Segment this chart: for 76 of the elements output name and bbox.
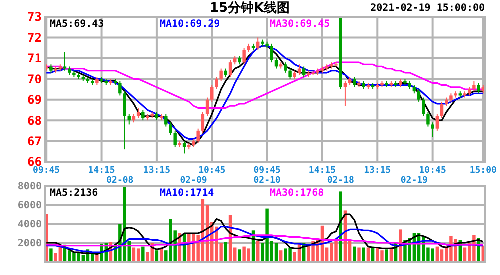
candlestick bbox=[136, 108, 140, 119]
x-tick-label: 15:00 bbox=[470, 166, 497, 176]
candlestick bbox=[215, 76, 218, 90]
text: MA30:69.45 bbox=[270, 19, 330, 30]
y-tick-label: 8000 bbox=[18, 182, 42, 192]
y-tick-label: 73 bbox=[28, 10, 42, 24]
text: 2021-02-19 15:00:00 bbox=[370, 3, 485, 14]
candlestick bbox=[182, 140, 186, 154]
candlestick bbox=[302, 66, 306, 78]
candlestick bbox=[270, 43, 274, 64]
y-tick-label: 72 bbox=[28, 30, 42, 45]
x-tick-label: 14:15 bbox=[88, 166, 116, 176]
candlestick bbox=[422, 97, 426, 117]
y-tick-label: 70 bbox=[28, 72, 42, 86]
x-tick-label: 09:45 02-10 bbox=[254, 166, 281, 186]
candlestick bbox=[201, 112, 205, 134]
x-tick-label: 02-19 bbox=[400, 176, 428, 186]
bar bbox=[353, 246, 356, 262]
y-tick-label: 2000 bbox=[18, 238, 42, 250]
candlestick bbox=[174, 130, 177, 148]
candlestick bbox=[477, 82, 480, 94]
bar bbox=[50, 248, 53, 262]
x-tick-label: 10:45 bbox=[419, 166, 446, 176]
candlestick bbox=[128, 114, 131, 126]
candlestick bbox=[169, 122, 172, 136]
bar bbox=[142, 246, 145, 262]
y-tick-label: 71 bbox=[28, 52, 42, 66]
candlestick bbox=[242, 48, 246, 66]
x-tick-label: 13:15 bbox=[143, 166, 170, 176]
text: MA5:2136 bbox=[50, 188, 98, 199]
candlestick bbox=[440, 101, 444, 119]
x-tick-label: 10:45 bbox=[198, 166, 226, 176]
candlestick bbox=[417, 89, 421, 102]
candlestick bbox=[288, 68, 292, 80]
candlestick bbox=[142, 110, 145, 122]
candlestick bbox=[123, 91, 126, 150]
y-tick-label: 6000 bbox=[18, 200, 42, 212]
line-series bbox=[46, 214, 484, 256]
y-tick-label: 69 bbox=[28, 93, 42, 108]
candlestick bbox=[118, 80, 122, 96]
x-tick-label: 02-08 bbox=[106, 176, 134, 186]
candlestick bbox=[426, 112, 430, 128]
text: MA10:69.29 bbox=[160, 19, 220, 30]
candlestick bbox=[298, 64, 302, 76]
candlestick bbox=[256, 37, 260, 51]
candlestick bbox=[228, 60, 232, 78]
candlestick bbox=[220, 68, 223, 82]
candlestick bbox=[196, 128, 200, 144]
candlestick bbox=[353, 76, 356, 88]
candlestick bbox=[284, 62, 288, 74]
text: MA5:69.43 bbox=[50, 19, 104, 30]
y-tick-label: 4000 bbox=[18, 220, 42, 230]
line-series bbox=[46, 234, 484, 247]
x-tick-label: 14:15 bbox=[308, 166, 336, 176]
text: MA10:1714 bbox=[160, 188, 214, 199]
y-tick-label: 67 bbox=[28, 134, 42, 148]
x-tick-label: 02-09 bbox=[180, 176, 208, 186]
candlestick bbox=[344, 80, 348, 107]
candlestick bbox=[472, 80, 476, 92]
chart-title: 15分钟K线图 bbox=[210, 1, 290, 16]
candlestick bbox=[436, 114, 440, 132]
x-tick-label: 13:15 bbox=[364, 166, 392, 176]
candlestick bbox=[210, 84, 214, 102]
candlestick bbox=[206, 97, 210, 117]
y-tick-label: 68 bbox=[28, 114, 42, 128]
text: MA30:1768 bbox=[270, 188, 324, 199]
bar bbox=[358, 248, 361, 262]
bar bbox=[238, 250, 242, 262]
x-tick-label: 02-18 bbox=[327, 176, 354, 186]
candlestick bbox=[274, 58, 278, 70]
candlestick bbox=[63, 52, 67, 72]
line-series bbox=[46, 226, 484, 254]
candlestick bbox=[164, 114, 168, 128]
bar bbox=[385, 250, 388, 262]
candlestick bbox=[431, 122, 434, 138]
bar bbox=[362, 248, 366, 262]
